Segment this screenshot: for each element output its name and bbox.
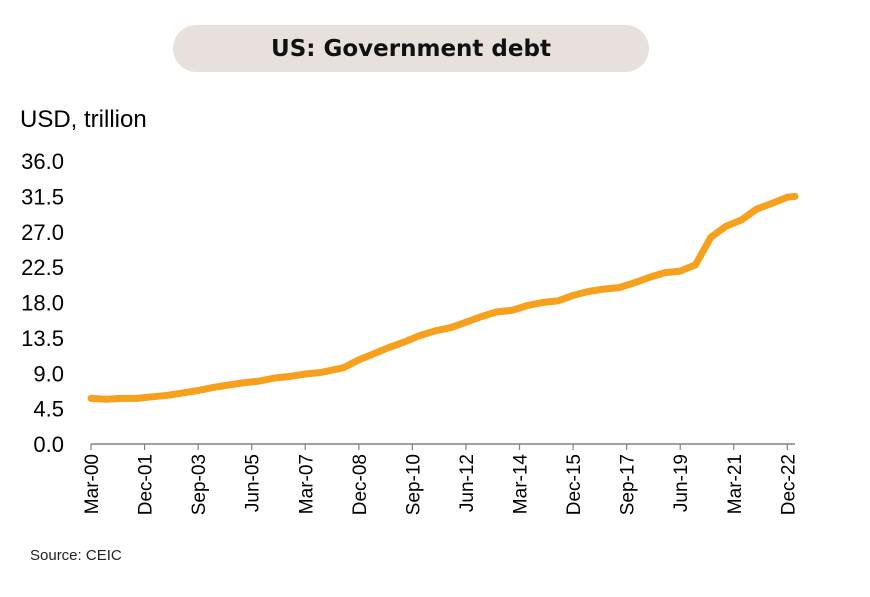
source-note: Source: CEIC	[30, 547, 122, 564]
y-axis-unit-label: USD, trillion	[20, 106, 147, 133]
y-tick-label: 22.5	[21, 255, 64, 280]
x-tick-label: Dec-01	[136, 454, 157, 515]
x-tick-label: Dec-22	[778, 454, 799, 515]
x-tick-label: Dec-08	[350, 454, 371, 515]
y-tick-label: 13.5	[21, 326, 64, 351]
debt-series-line	[87, 192, 799, 403]
x-tick-label: Sep-17	[618, 454, 639, 515]
y-tick-label: 36.0	[21, 149, 64, 174]
y-tick-label: 18.0	[21, 291, 64, 316]
x-tick-label: Mar-21	[725, 454, 746, 514]
x-tick-label: Sep-03	[189, 454, 210, 515]
x-tick-label: Jun-19	[671, 454, 692, 512]
x-tick-label: Jun-05	[243, 454, 264, 512]
x-tick-label: Sep-10	[403, 454, 424, 515]
x-tick-label: Mar-14	[511, 454, 532, 515]
y-tick-label: 9.0	[33, 361, 64, 386]
y-tick-label: 4.5	[33, 397, 64, 422]
x-tick-label: Mar-00	[82, 454, 103, 514]
y-tick-label: 0.0	[33, 432, 64, 457]
y-tick-label: 31.5	[21, 184, 64, 209]
y-tick-label: 27.0	[21, 220, 64, 245]
chart-title: US: Government debt	[271, 35, 551, 62]
x-tick-label: Dec-15	[564, 454, 585, 515]
x-tick-label: Jun-12	[457, 454, 478, 512]
chart-title-pill: US: Government debt	[173, 25, 649, 72]
x-tick-label: Mar-07	[296, 454, 317, 514]
